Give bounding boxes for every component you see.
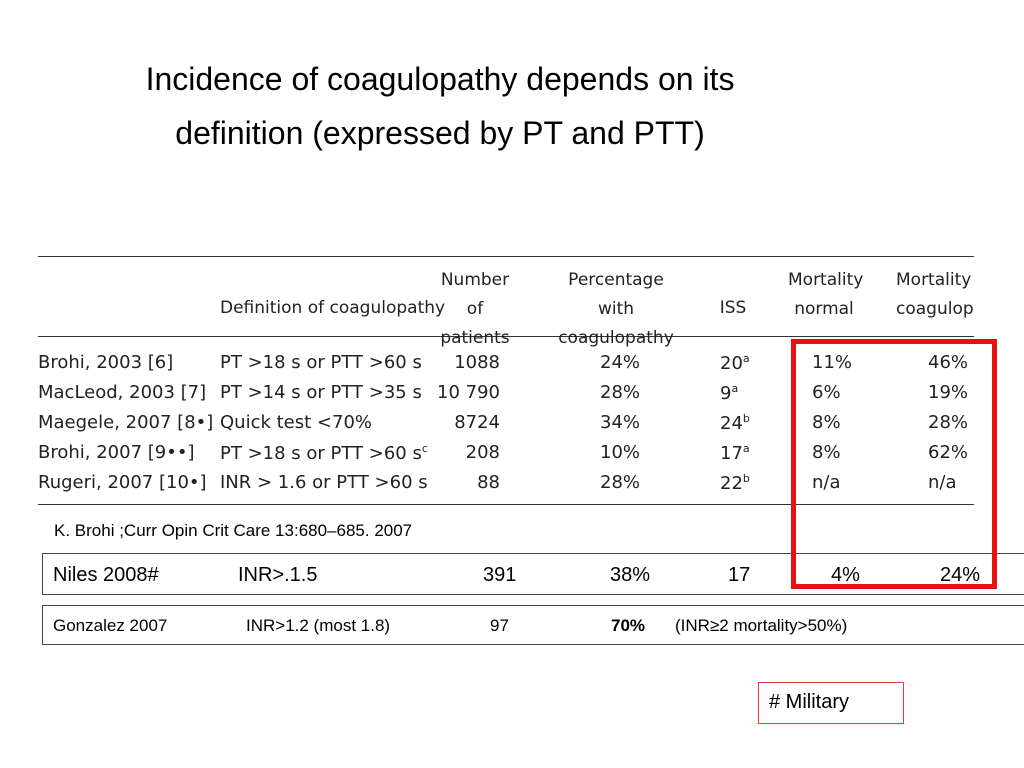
row-iss: 20a xyxy=(720,352,750,374)
table-row: Brohi, 2003 [6] PT >18 s or PTT >60 s 1088… xyxy=(38,352,974,382)
row-patients: 8724 xyxy=(454,412,500,433)
row-mortality-coagulopathy: n/a xyxy=(928,472,957,493)
niles-study: Niles 2008# xyxy=(53,564,159,586)
row-percentage: 28% xyxy=(600,382,641,403)
title-line-1: Incidence of coagulopathy depends on its xyxy=(145,61,735,97)
row-patients: 88 xyxy=(477,472,500,493)
niles-definition: INR>.1.5 xyxy=(238,564,318,586)
row-study: MacLeod, 2003 [7] xyxy=(38,382,207,403)
row-percentage: 34% xyxy=(600,412,641,433)
gonzalez-definition: INR>1.2 (most 1.8) xyxy=(246,616,391,635)
military-note: # Military xyxy=(758,682,904,724)
row-definition: Quick test <70% xyxy=(220,412,372,433)
row-study: Brohi, 2003 [6] xyxy=(38,352,174,373)
row-iss: 9a xyxy=(720,382,739,404)
table-row: Brohi, 2007 [9••] PT >18 s or PTT >60 sc 2… xyxy=(38,442,974,472)
row-mortality-coagulopathy: 28% xyxy=(928,412,969,433)
row-iss: 24b xyxy=(720,412,750,434)
niles-patients: 391 xyxy=(483,564,517,586)
row-patients: 10 790 xyxy=(437,382,500,403)
row-definition: PT >18 s or PTT >60 sc xyxy=(220,442,428,464)
slide-title: Incidence of coagulopathy depends on its… xyxy=(40,52,840,160)
row-mortality-coagulopathy: 62% xyxy=(928,442,969,463)
row-percentage: 24% xyxy=(600,352,641,373)
row-mortality-normal: 11% xyxy=(812,352,853,373)
title-line-2: definition (expressed by PT and PTT) xyxy=(175,115,705,151)
row-mortality-coagulopathy: 19% xyxy=(928,382,969,403)
niles-mortality-normal: 4% xyxy=(831,564,860,586)
table-bottom-rule xyxy=(38,504,974,505)
gonzalez-patients: 97 xyxy=(490,616,509,635)
row-patients: 1088 xyxy=(454,352,500,373)
table-row: Rugeri, 2007 [10•] INR > 1.6 or PTT >60 s… xyxy=(38,472,974,502)
table-header-rule xyxy=(38,336,974,337)
row-iss: 17a xyxy=(720,442,750,464)
row-study: Maegele, 2007 [8•] xyxy=(38,412,214,433)
row-mortality-coagulopathy: 46% xyxy=(928,352,969,373)
mortality-highlight-box xyxy=(791,339,997,589)
citation: K. Brohi ;Curr Opin Crit Care 13:680–685… xyxy=(54,521,413,540)
table-row: Maegele, 2007 [8•] Quick test <70% 8724 34%… xyxy=(38,412,974,442)
header-definition: Definition of coagulopathy xyxy=(220,298,446,318)
table-row: MacLeod, 2003 [7] PT >14 s or PTT >35 s 10… xyxy=(38,382,974,412)
row-study: Rugeri, 2007 [10•] xyxy=(38,472,207,493)
header-mortality-normal: Mortality normal xyxy=(788,270,864,319)
row-mortality-normal: 6% xyxy=(812,382,841,403)
row-iss: 22b xyxy=(720,472,750,494)
gonzalez-percentage: 70% xyxy=(611,616,646,635)
niles-iss: 17 xyxy=(728,564,751,586)
header-percentage: Percentage with coagulopathy xyxy=(558,270,674,348)
row-definition: PT >14 s or PTT >35 s xyxy=(220,382,422,403)
row-patients: 208 xyxy=(465,442,500,463)
row-definition: PT >18 s or PTT >60 s xyxy=(220,352,422,373)
study-table: Definition of coagulopathy Number of pat… xyxy=(38,256,974,506)
header-iss: ISS xyxy=(719,298,747,318)
header-mortality-coagulopathy: Mortality coagulopa xyxy=(896,270,974,319)
niles-mortality-coagulopathy: 24% xyxy=(940,564,981,586)
row-study: Brohi, 2007 [9••] xyxy=(38,442,195,463)
row-percentage: 28% xyxy=(600,472,641,493)
row-mortality-normal: 8% xyxy=(812,412,841,433)
table-top-rule xyxy=(38,256,974,257)
row-percentage: 10% xyxy=(600,442,641,463)
header-patients: Number of patients xyxy=(440,270,510,348)
row-mortality-normal: n/a xyxy=(812,472,841,493)
gonzalez-row: Gonzalez 2007 INR>1.2 (most 1.8) 97 70% … xyxy=(42,605,1024,645)
row-definition: INR > 1.6 or PTT >60 s xyxy=(220,472,428,493)
gonzalez-study: Gonzalez 2007 xyxy=(53,616,168,635)
niles-percentage: 38% xyxy=(610,564,651,586)
gonzalez-note: (INR≥2 mortality>50%) xyxy=(675,616,848,635)
row-mortality-normal: 8% xyxy=(812,442,841,463)
